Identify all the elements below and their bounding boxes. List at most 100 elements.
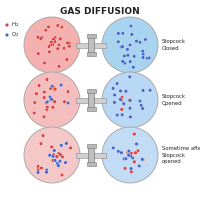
Circle shape [50,84,54,88]
Circle shape [49,43,53,47]
Text: GAS DIFFUSION: GAS DIFFUSION [60,7,140,16]
Bar [76,98,106,102]
Circle shape [121,60,124,63]
Circle shape [52,37,55,41]
Circle shape [69,146,72,150]
Circle shape [37,84,41,87]
Circle shape [132,132,136,136]
Circle shape [52,153,55,156]
Circle shape [49,40,53,44]
Circle shape [36,52,40,55]
Bar [86,144,96,148]
Circle shape [130,33,134,36]
Circle shape [120,151,123,154]
Circle shape [102,72,158,128]
Circle shape [138,40,142,44]
Circle shape [57,43,61,47]
Circle shape [56,24,60,27]
Bar [86,107,96,111]
Circle shape [145,56,149,60]
Circle shape [65,58,69,61]
Circle shape [5,23,9,27]
Circle shape [33,101,37,104]
Circle shape [42,90,46,94]
Circle shape [117,32,120,35]
Circle shape [141,49,145,53]
Circle shape [132,55,136,58]
Circle shape [5,33,9,37]
Circle shape [68,44,71,48]
Circle shape [39,37,43,40]
Circle shape [115,113,119,117]
Circle shape [140,158,144,161]
Circle shape [63,100,66,104]
Circle shape [111,146,115,150]
Bar [76,152,106,158]
Circle shape [40,36,44,39]
Circle shape [111,87,115,90]
Circle shape [60,173,64,177]
Circle shape [102,17,158,73]
Circle shape [58,153,62,156]
Circle shape [128,99,132,102]
Circle shape [53,159,57,162]
Text: $\mathregular{H_2}$: $\mathregular{H_2}$ [11,21,19,29]
Circle shape [51,98,54,102]
Circle shape [49,98,52,102]
Circle shape [36,35,40,39]
Circle shape [113,101,116,104]
Circle shape [56,162,59,165]
Circle shape [43,61,46,65]
Circle shape [123,167,127,170]
Circle shape [24,17,80,73]
Circle shape [129,24,133,28]
Bar [76,43,106,47]
Circle shape [131,156,135,160]
Circle shape [66,101,70,105]
Circle shape [66,41,69,44]
Circle shape [57,164,60,167]
Circle shape [134,151,137,155]
Text: Stopcock
Closed: Stopcock Closed [162,39,186,51]
Circle shape [41,134,45,137]
Circle shape [128,43,132,47]
Circle shape [128,98,131,102]
Circle shape [47,45,51,48]
Circle shape [128,75,132,79]
Circle shape [121,45,124,48]
Circle shape [129,154,133,158]
Circle shape [121,31,125,35]
Circle shape [137,164,141,168]
Circle shape [45,168,49,172]
Circle shape [127,153,130,157]
Circle shape [47,25,50,29]
Circle shape [50,145,53,149]
Circle shape [127,151,131,155]
Circle shape [117,150,120,153]
Circle shape [59,144,63,147]
Circle shape [53,36,57,39]
Circle shape [58,38,62,41]
Circle shape [141,158,145,162]
Circle shape [141,89,145,92]
Circle shape [102,127,158,183]
Text: $\mathregular{O_2}$: $\mathregular{O_2}$ [11,31,19,39]
Circle shape [130,170,133,173]
Circle shape [139,104,143,107]
Circle shape [148,88,152,92]
Bar [86,52,96,56]
Circle shape [136,149,140,153]
Circle shape [45,108,49,111]
Circle shape [48,153,52,157]
Circle shape [129,152,133,155]
Circle shape [42,115,46,119]
Text: Sometime after
Stopcock
opened: Sometime after Stopcock opened [162,146,200,164]
Circle shape [52,86,55,89]
Circle shape [132,65,135,69]
Circle shape [67,41,71,45]
Bar [86,89,96,93]
Circle shape [124,157,128,161]
Circle shape [42,96,46,99]
Circle shape [36,165,40,168]
Circle shape [66,90,70,93]
